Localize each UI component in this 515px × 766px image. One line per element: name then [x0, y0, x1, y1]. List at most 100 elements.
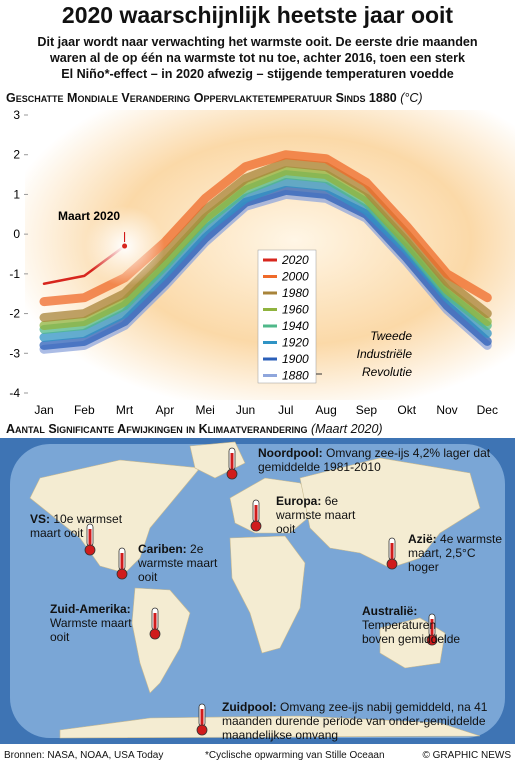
y-tick-label: 1 [13, 187, 20, 201]
y-tick-label: -2 [9, 307, 20, 321]
callout-text: Omvang zee-ijs nabij gemiddeld, na 41 ma… [222, 700, 488, 742]
chart-heading: Geschatte Mondiale Verandering Oppervlak… [6, 91, 423, 105]
unit: (°C) [400, 91, 423, 105]
map-heading: Aantal Significante Afwijkingen in Klima… [6, 422, 383, 436]
antarctica [59, 715, 481, 739]
bulb [426, 634, 438, 646]
legend-label: 1980 [282, 286, 309, 300]
europe [229, 477, 321, 534]
callout: Azië: 4e warmste maart, 2,5°C hoger [408, 532, 508, 574]
callout-label: Europa: [276, 494, 322, 508]
callout: VS: 10e warmset maart ooit [30, 512, 130, 540]
y-tick-label: 3 [13, 110, 20, 122]
bulb [149, 628, 161, 640]
callout-label: Cariben: [138, 542, 187, 556]
x-tick-label: Okt [397, 403, 416, 417]
callout: Noordpool: Omvang zee-ijs 4,2% lager dat… [258, 446, 508, 474]
mercury [230, 453, 234, 471]
callout-text: 2e warmste maart ooit [138, 542, 218, 584]
bulb [116, 568, 128, 580]
thermometers [84, 447, 438, 736]
subtitle-line: waren al de op één na warmste tot nu toe… [49, 51, 466, 65]
series-line [39, 166, 492, 330]
callout-text: Temperaturen boven gemiddelde [362, 618, 461, 646]
mercury [430, 619, 434, 637]
x-tick-label: Feb [74, 403, 95, 417]
series-line [39, 185, 492, 350]
callout-text: Warmste maart ooit [50, 616, 132, 644]
callout-label: VS: [30, 512, 51, 526]
chart-title: Geschatte Mondiale Verandering Oppervlak… [6, 91, 397, 105]
annotation: Tweede [370, 329, 412, 343]
callout-label: Zuid-Amerika: [50, 602, 131, 616]
x-tick-label: Aug [315, 403, 336, 417]
callout-label: Noordpool: [258, 446, 323, 460]
y-tick-label: 0 [13, 227, 20, 241]
legend-label: 1880 [282, 369, 309, 383]
callout: Cariben: 2e warmste maart ooit [138, 542, 238, 584]
annotation: Maart 2020 [58, 209, 120, 223]
x-tick-label: Sep [356, 403, 378, 417]
callout: Australië: Temperaturen boven gemiddelde [362, 604, 462, 646]
thermometer [250, 499, 262, 532]
africa [229, 535, 306, 654]
x-tick-label: Jul [278, 403, 293, 417]
sources: Bronnen: NASA, NOAA, USA Today [4, 750, 164, 761]
thermometer [196, 703, 208, 736]
callout-label: Australië: [362, 604, 418, 618]
bulb [386, 558, 398, 570]
callout: Zuidpool: Omvang zee-ijs nabij gemiddeld… [222, 700, 507, 742]
annotation: Revolutie [362, 365, 412, 379]
callout-label: Zuidpool: [222, 700, 277, 714]
mercury [88, 529, 92, 547]
note: *Cyclische opwarming van Stille Oceaan [205, 750, 385, 761]
bulb [250, 520, 262, 532]
x-tick-label: Mrt [116, 403, 134, 417]
thermometer [386, 537, 398, 570]
bulb [196, 724, 208, 736]
y-tick-label: 2 [13, 148, 20, 162]
mercury [200, 709, 204, 727]
subtitle-line: Dit jaar wordt naar verwachting het warm… [37, 35, 478, 49]
mercury [390, 543, 394, 561]
legend-label: 1940 [282, 319, 309, 333]
mercury [254, 505, 258, 523]
thermometer [149, 607, 161, 640]
y-tick-label: -3 [9, 346, 20, 360]
end-point [122, 243, 128, 249]
x-tick-label: Jun [236, 403, 255, 417]
callout: Europa: 6e warmste maart ooit [276, 494, 376, 536]
map: Noordpool: Omvang zee-ijs 4,2% lager dat… [0, 438, 515, 744]
callout-text: 10e warmset maart ooit [30, 512, 123, 540]
chart: -4 -3 -2 -1 0 1 2 3 Jan Feb Mrt Apr Mei Jun Jul Aug Sep O… [9, 110, 515, 417]
asia [299, 457, 481, 569]
south-america [131, 587, 191, 694]
x-tick-label: Jan [34, 403, 53, 417]
map-graphic [0, 438, 515, 744]
thermometer [84, 523, 96, 556]
subtitle-line: El Niño*-effect – in 2020 afwezig – stij… [61, 67, 454, 81]
credit: © GRAPHIC NEWS [422, 750, 512, 761]
map-date: (Maart 2020) [311, 422, 383, 436]
thermometer [226, 447, 238, 480]
north-america [29, 459, 201, 574]
x-tick-label: Apr [156, 403, 175, 417]
legend-label: 1920 [282, 336, 309, 350]
legend-label: 1900 [282, 352, 309, 366]
legend-box [257, 249, 317, 384]
map-title: Aantal Significante Afwijkingen in Klima… [6, 422, 308, 436]
footer: Bronnen: NASA, NOAA, USA Today *Cyclisch… [0, 747, 515, 766]
x-tick-label: Nov [436, 403, 457, 417]
continents [29, 441, 481, 739]
thermometer [426, 613, 438, 646]
annotation: Industriële [357, 347, 413, 361]
y-tick-label: -1 [9, 267, 20, 281]
callout-label: Azië: [408, 532, 437, 546]
legend-label: 1960 [282, 303, 309, 317]
y-tick-label: -4 [9, 386, 20, 400]
series-line [39, 158, 492, 323]
callout-text: 6e warmste maart ooit [276, 494, 356, 536]
callout: Zuid-Amerika: Warmste maart ooit [50, 602, 150, 644]
callout-text: Omvang zee-ijs 4,2% lager dat gemiddelde… [258, 446, 491, 474]
